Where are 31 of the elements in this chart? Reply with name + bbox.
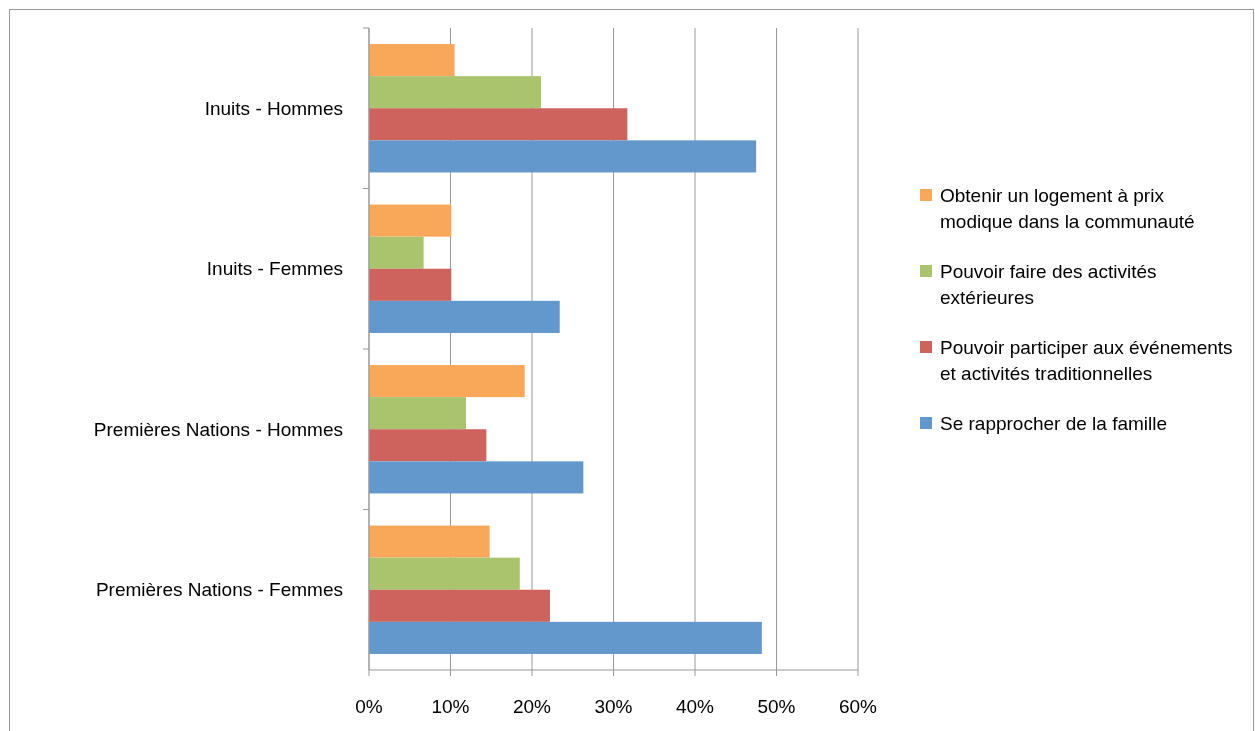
x-tick-label: 20% bbox=[512, 696, 552, 717]
bar bbox=[369, 108, 628, 141]
legend-label: Obtenir un logement à prix modique dans la communauté bbox=[940, 184, 1195, 232]
bar bbox=[369, 140, 757, 173]
bar bbox=[369, 236, 424, 269]
legend-label: Pouvoir participer aux événements et activités traditionnelles bbox=[940, 336, 1233, 384]
x-tick-label: 10% bbox=[431, 696, 470, 717]
bar bbox=[369, 268, 452, 301]
y-tick-label: Inuits - Hommes bbox=[204, 97, 343, 119]
x-tick-label: 40% bbox=[675, 696, 715, 717]
x-tick-label: 50% bbox=[757, 696, 796, 717]
legend-label: Pouvoir faire des activités extérieures bbox=[940, 260, 1157, 308]
bar bbox=[369, 44, 455, 77]
bar bbox=[369, 525, 490, 558]
legend-label: Se rapprocher de la famille bbox=[940, 412, 1168, 434]
x-tick-label: 30% bbox=[594, 696, 633, 717]
x-tick-label: 60% bbox=[838, 696, 878, 717]
bar bbox=[369, 76, 541, 109]
y-tick-label: Inuits - Femmes bbox=[206, 258, 343, 280]
bar bbox=[369, 461, 584, 494]
bar bbox=[369, 557, 520, 590]
bar bbox=[369, 397, 466, 430]
bar bbox=[369, 429, 487, 462]
bar bbox=[369, 300, 560, 333]
x-tick-label: 0% bbox=[355, 696, 383, 717]
bar bbox=[369, 365, 525, 398]
y-tick-label: Premières Nations - Hommes bbox=[93, 418, 343, 440]
bar bbox=[369, 621, 762, 654]
bar bbox=[369, 589, 550, 622]
y-tick-label: Premières Nations - Femmes bbox=[95, 579, 343, 601]
bar bbox=[369, 204, 452, 237]
